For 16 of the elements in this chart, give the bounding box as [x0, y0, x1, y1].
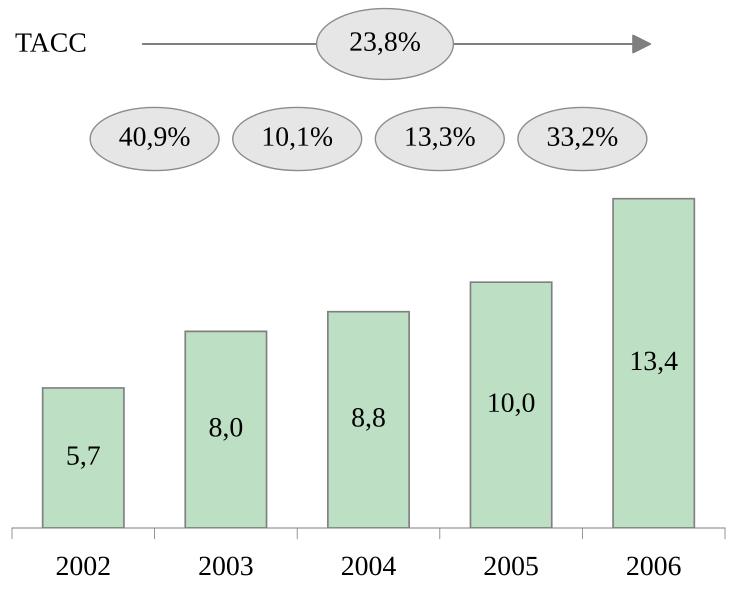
text: 23,8%	[350, 32, 420, 55]
data-label: 10,0	[489, 393, 534, 416]
x-tick-label: 2006	[627, 556, 681, 576]
text: 10,1%	[264, 127, 332, 150]
text: 33,2%	[548, 127, 618, 150]
x-tick-label: 2005	[484, 556, 538, 576]
data-label: 8,0	[210, 418, 242, 441]
text: TACC	[16, 33, 86, 52]
x-tick-label: 2004	[342, 556, 396, 576]
data-label: 5,7	[68, 446, 100, 469]
x-tick-label: 2002	[56, 556, 110, 576]
data-label: 8,8	[352, 408, 385, 431]
data-label: 13,4	[632, 352, 678, 374]
x-tick-label: 2003	[199, 556, 253, 576]
text: 13,3%	[406, 127, 475, 150]
text: 40,9%	[119, 127, 190, 150]
